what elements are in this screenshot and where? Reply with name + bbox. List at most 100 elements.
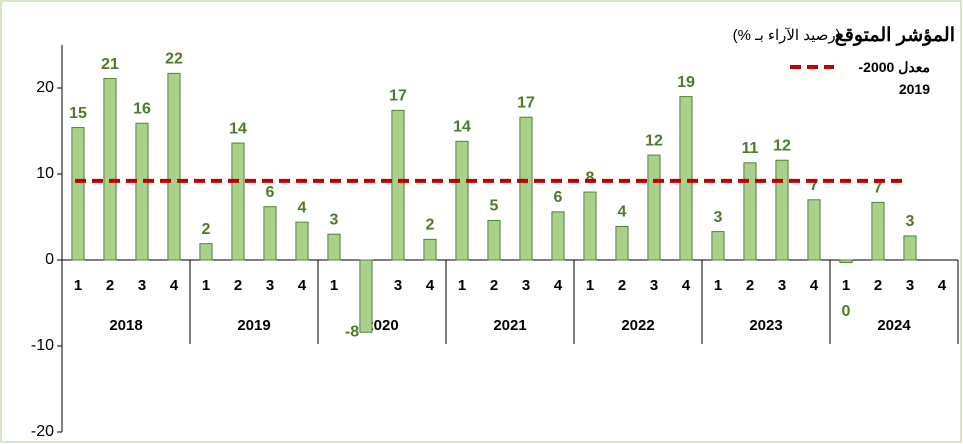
value-label: 5 [490, 198, 499, 215]
bar [359, 259, 373, 333]
x-tick-label: 1 [842, 277, 850, 294]
x-tick-label: 2 [746, 277, 754, 294]
value-label: 3 [714, 209, 723, 226]
bar [327, 233, 341, 261]
bar [391, 109, 405, 261]
bar [551, 211, 565, 261]
value-label: 11 [742, 140, 759, 157]
bar [103, 78, 117, 261]
bar [231, 142, 245, 261]
x-tick-label: 2 [106, 277, 114, 294]
x-tick-label: 3 [138, 277, 146, 294]
group-label: 2018 [109, 317, 142, 334]
chart-title-group: المؤشر المتوقع(رصيد الآراء بـ %) [733, 25, 955, 46]
y-tick-label: -20 [31, 423, 54, 440]
group-label: 2022 [621, 317, 654, 334]
group-label: 2023 [749, 317, 782, 334]
value-label: -8 [345, 323, 359, 340]
x-tick-label: 1 [74, 277, 82, 294]
bar [903, 235, 917, 261]
value-label: 4 [618, 204, 627, 221]
bar [167, 72, 181, 261]
group-label: 2021 [493, 317, 526, 334]
bar [519, 116, 533, 261]
value-label: 4 [298, 199, 307, 216]
bar [487, 219, 501, 261]
x-tick-label: 2 [618, 277, 626, 294]
group-label: 2020 [365, 317, 398, 334]
value-label: 12 [645, 132, 663, 149]
value-label: 15 [69, 105, 87, 122]
value-label: 12 [773, 137, 791, 154]
bar [775, 159, 789, 261]
value-label: 17 [517, 94, 535, 111]
bar [615, 225, 629, 261]
value-label: 3 [330, 211, 339, 228]
chart-title: المؤشر المتوقع [835, 25, 955, 46]
x-tick-label: 4 [170, 277, 179, 294]
x-tick-label: 1 [330, 277, 338, 294]
value-label: 14 [229, 120, 247, 137]
bar [455, 140, 469, 261]
y-tick-label: 0 [45, 251, 54, 268]
value-label: 6 [266, 184, 275, 201]
x-tick-label: 3 [778, 277, 786, 294]
value-label: 19 [677, 74, 695, 91]
value-label: 22 [165, 51, 183, 68]
bar [679, 96, 693, 261]
value-label: 3 [906, 213, 915, 230]
x-tick-label: 3 [394, 277, 402, 294]
bar [135, 122, 149, 261]
y-tick-label: 10 [36, 165, 54, 182]
x-tick-label: 2 [874, 277, 882, 294]
value-label: 7 [810, 177, 819, 194]
bar [711, 231, 725, 261]
x-tick-label: 4 [938, 277, 947, 294]
bar [423, 238, 437, 261]
group-label: 2019 [237, 317, 270, 334]
bar [71, 127, 85, 261]
x-tick-label: 2 [234, 277, 242, 294]
y-tick-label: -10 [31, 337, 54, 354]
value-label: 17 [389, 88, 407, 105]
x-tick-label: 1 [714, 277, 722, 294]
bar [263, 206, 277, 261]
bar [583, 191, 597, 261]
value-label: 16 [133, 100, 151, 117]
value-label: 7 [874, 180, 883, 197]
chart-subtitle: (رصيد الآراء بـ %) [733, 27, 841, 44]
legend-label: معدل 2000-2019 [858, 59, 931, 97]
x-tick-label: 3 [650, 277, 658, 294]
x-tick-label: 4 [554, 277, 563, 294]
x-tick-label: 2 [490, 277, 498, 294]
x-tick-label: 4 [298, 277, 307, 294]
x-tick-label: 3 [522, 277, 530, 294]
x-tick-label: 4 [426, 277, 435, 294]
bar [839, 259, 853, 264]
bar [871, 201, 885, 261]
bar [647, 154, 661, 261]
x-tick-label: 3 [906, 277, 914, 294]
value-label: 8 [586, 169, 595, 186]
bar [199, 243, 213, 261]
value-label: 0 [842, 303, 851, 320]
x-tick-label: 1 [586, 277, 594, 294]
bar [807, 199, 821, 261]
bar [743, 162, 757, 261]
x-tick-label: 1 [458, 277, 466, 294]
x-tick-label: 1 [202, 277, 210, 294]
x-tick-label: 4 [682, 277, 691, 294]
x-tick-label: 3 [266, 277, 274, 294]
y-tick-label: 20 [36, 79, 54, 96]
group-label: 2024 [877, 317, 911, 334]
value-label: 6 [554, 189, 563, 206]
value-label: 14 [453, 119, 471, 136]
value-label: 2 [426, 217, 435, 234]
value-label: 2 [202, 221, 211, 238]
value-label: 21 [101, 56, 119, 73]
x-tick-label: 4 [810, 277, 819, 294]
bar [295, 221, 309, 261]
